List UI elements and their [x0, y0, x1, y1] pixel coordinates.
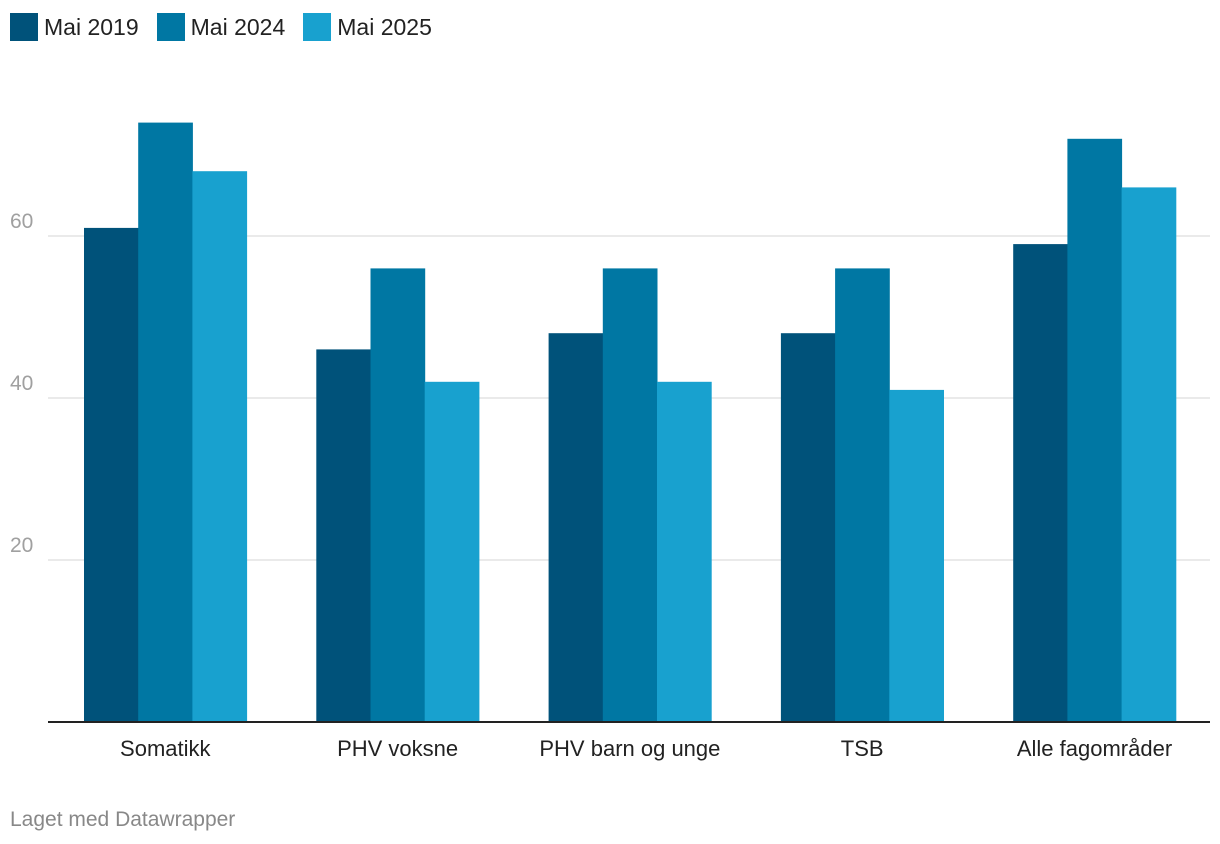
bar	[835, 268, 890, 722]
footer-credit: Laget med Datawrapper	[10, 808, 236, 831]
bar	[657, 381, 712, 722]
legend-swatch	[303, 13, 332, 41]
bar	[316, 349, 371, 722]
chart-legend: Mai 2019 Mai 2024 Mai 2025	[10, 13, 432, 41]
bar	[424, 381, 480, 722]
legend-swatch	[10, 13, 38, 41]
bar	[1121, 187, 1177, 722]
y-tick-label: 40	[10, 372, 33, 395]
legend-item-mai-2019: Mai 2019	[10, 13, 139, 41]
bar	[84, 227, 139, 722]
bar	[192, 171, 248, 722]
x-tick-label: PHV barn og unge	[539, 736, 720, 761]
x-tick-label: PHV voksne	[337, 736, 458, 761]
bar-chart: 20 40 60 Somatikk PHV voksne PHV barn og unge…	[10, 122, 1210, 761]
bar	[138, 122, 193, 723]
y-tick-label: 20	[10, 534, 33, 557]
bar	[1067, 138, 1123, 723]
legend-item-mai-2025: Mai 2025	[303, 13, 432, 41]
y-tick-label: 60	[10, 210, 33, 233]
bar	[1013, 244, 1068, 722]
x-tick-label: Alle fagområder	[1017, 736, 1172, 761]
x-tick-label: TSB	[841, 736, 884, 761]
legend-item-mai-2024: Mai 2024	[156, 13, 286, 41]
bar	[889, 389, 944, 722]
legend-label: Mai 2025	[337, 13, 432, 40]
legend-label: Mai 2019	[44, 13, 139, 40]
bar	[548, 333, 604, 722]
bar	[602, 268, 658, 722]
legend-label: Mai 2024	[190, 13, 286, 40]
x-tick-label: Somatikk	[120, 736, 211, 761]
bar	[370, 268, 426, 722]
bar	[780, 333, 836, 722]
legend-swatch	[156, 13, 185, 41]
